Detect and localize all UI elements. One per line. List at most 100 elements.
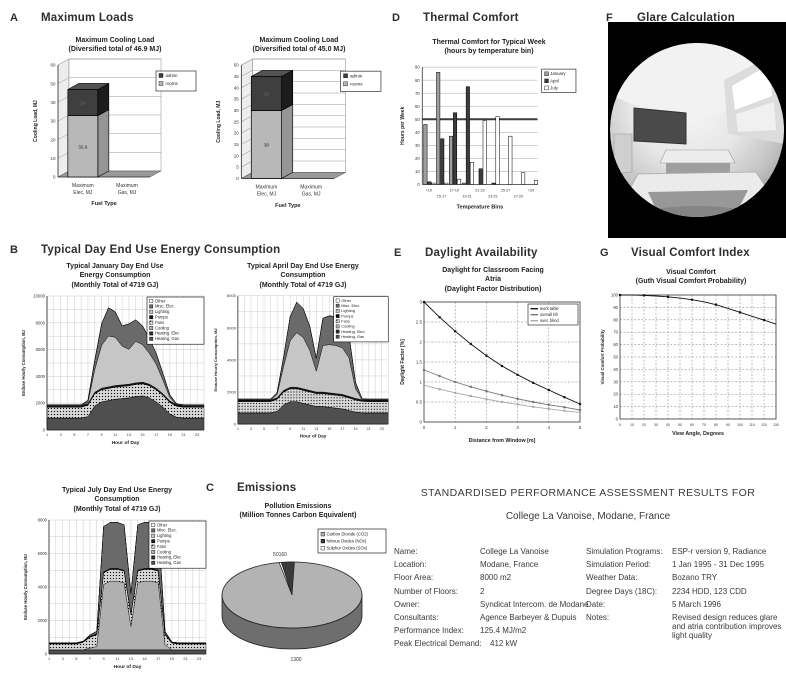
- svg-text:Cooling: Cooling: [341, 324, 354, 329]
- section-f-title: Glare Calculation: [637, 12, 735, 24]
- svg-text:15: 15: [142, 657, 146, 661]
- section-a-header: A Maximum Loads: [10, 12, 380, 24]
- svg-text:130: 130: [773, 423, 779, 427]
- svg-text:Lighting: Lighting: [341, 308, 355, 313]
- emissions-pie-chart: Pollution Emissions (Million Tonnes Carb…: [208, 502, 388, 673]
- svg-text:Carbon Dioxide (CO2): Carbon Dioxide (CO2): [327, 531, 369, 536]
- svg-text:5: 5: [73, 433, 75, 437]
- svg-text:6000: 6000: [227, 326, 237, 331]
- info-label: Consultants:: [394, 612, 439, 622]
- svg-text:19: 19: [354, 427, 358, 431]
- svg-text:1: 1: [454, 425, 457, 430]
- section-g-title: Visual Comfort Index: [631, 247, 750, 259]
- svg-text:0: 0: [236, 176, 239, 181]
- svg-text:9: 9: [289, 427, 291, 431]
- svg-text:23: 23: [195, 433, 199, 437]
- section-a-letter: A: [10, 12, 18, 24]
- svg-text:10000: 10000: [33, 294, 45, 299]
- info-label: Name:: [394, 547, 418, 556]
- svg-text:Lighting: Lighting: [157, 533, 172, 538]
- chart-subtitle: (Million Tonnes Carbon Equivalent): [239, 512, 357, 520]
- svg-text:9: 9: [101, 433, 103, 437]
- svg-text:0: 0: [619, 423, 621, 427]
- svg-text:Heating, Elec: Heating, Elec: [341, 329, 364, 334]
- chart-title: Typical July Day End Use Energy: [62, 487, 172, 494]
- info-label: Degree Days (18C):: [586, 586, 658, 596]
- svg-text:admin: admin: [350, 73, 363, 78]
- svg-text:0: 0: [45, 652, 48, 657]
- svg-text:Hour of Day: Hour of Day: [112, 440, 140, 446]
- section-d-letter: D: [392, 12, 400, 24]
- report-subtitle: College La Vanoise, Modane, France: [505, 511, 671, 522]
- svg-text:1: 1: [48, 657, 50, 661]
- info-label: Date:: [586, 599, 606, 609]
- chart-title: Typical April Day End Use Energy: [247, 263, 359, 270]
- svg-text:1: 1: [46, 433, 48, 437]
- chart-title: Pollution Emissions: [264, 503, 332, 510]
- chart-subtitle: (Diversified total of 46.9 MJ): [68, 46, 162, 54]
- svg-text:8000: 8000: [227, 293, 237, 298]
- svg-text:15: 15: [234, 142, 240, 147]
- classroom-back-table: [659, 149, 736, 164]
- svg-text:3: 3: [62, 657, 64, 661]
- svg-text:Cooling Load, MJ: Cooling Load, MJ: [33, 100, 39, 142]
- section-e-letter: E: [394, 247, 402, 259]
- chart-title: Daylight for Classroom Facing: [442, 267, 544, 274]
- svg-text:Enduse Hourly Consumption, MJ: Enduse Hourly Consumption, MJ: [21, 330, 26, 397]
- svg-text:19-21: 19-21: [462, 194, 471, 198]
- svg-text:15: 15: [264, 91, 270, 96]
- svg-text:Hour of Day: Hour of Day: [114, 664, 142, 670]
- svg-text:3: 3: [420, 300, 423, 305]
- info-value: Agence Barbeyer & Dupuis: [480, 612, 577, 622]
- section-g-header: G Visual Comfort Index: [600, 247, 784, 259]
- svg-text:Lighting: Lighting: [155, 309, 170, 314]
- chart-title: Visual Comfort: [666, 269, 716, 276]
- svg-text:90: 90: [726, 423, 730, 427]
- svg-text:Gas, MJ: Gas, MJ: [302, 192, 321, 198]
- svg-text:Cooling: Cooling: [155, 326, 170, 331]
- report-title: STANDARDISED PERFORMANCE ASSESSMENT RESU…: [420, 487, 756, 499]
- info-row: Date: 5 March 1996: [586, 600, 784, 609]
- svg-text:0: 0: [616, 416, 619, 421]
- svg-text:<15: <15: [426, 188, 432, 192]
- svg-text:60: 60: [415, 104, 420, 109]
- svg-text:20: 20: [415, 156, 420, 161]
- svg-text:Elec, MJ: Elec, MJ: [257, 192, 277, 198]
- section-e-title: Daylight Availability: [425, 247, 538, 259]
- svg-text:8000: 8000: [38, 518, 48, 523]
- building-info-column: Name: College La Vanoise Location: Modane,…: [394, 547, 589, 653]
- svg-text:0.5: 0.5: [416, 400, 423, 405]
- svg-text:Misc. Elec.: Misc. Elec.: [157, 528, 177, 533]
- max-cooling-load-elec-chart: Maximum Cooling Load (Diversified total …: [30, 36, 200, 219]
- thermal-comfort-chart: Thermal Comfort for Typical Week (hours …: [398, 38, 580, 227]
- svg-text:Other: Other: [157, 523, 168, 528]
- svg-text:work table: work table: [540, 306, 559, 311]
- svg-text:Maximum: Maximum: [116, 183, 138, 189]
- info-value: 2234 HDD, 123 CDD: [672, 586, 747, 596]
- svg-text:Daylight Factor [%]: Daylight Factor [%]: [400, 339, 406, 385]
- svg-text:0: 0: [234, 422, 237, 427]
- info-row: Owner: Syndicat Intercom. de Modane: [394, 600, 589, 609]
- info-row: Consultants: Agence Barbeyer & Dupuis: [394, 613, 589, 622]
- svg-text:80: 80: [613, 317, 618, 322]
- svg-text:120: 120: [761, 423, 767, 427]
- svg-text:Distance from Window [m]: Distance from Window [m]: [469, 438, 536, 444]
- svg-text:>29: >29: [528, 188, 534, 192]
- svg-text:Other: Other: [155, 299, 166, 304]
- svg-text:10: 10: [630, 423, 634, 427]
- section-b-letter: B: [10, 244, 18, 256]
- svg-text:4000: 4000: [36, 374, 46, 379]
- chart-subtitle: (Diversified total of 45.0 MJ): [252, 46, 346, 54]
- svg-text:rooms: rooms: [350, 81, 363, 86]
- section-g-letter: G: [600, 247, 609, 259]
- svg-text:Nitrous Oxides (NOx): Nitrous Oxides (NOx): [327, 538, 367, 543]
- svg-text:40: 40: [613, 367, 618, 372]
- svg-text:1.5: 1.5: [416, 360, 423, 365]
- info-value: 1 Jan 1995 - 31 Dec 1995: [672, 560, 765, 570]
- svg-text:Fans: Fans: [341, 319, 350, 324]
- info-row: Simulation Period: 1 Jan 1995 - 31 Dec 19…: [586, 560, 784, 569]
- svg-text:0: 0: [53, 174, 56, 179]
- svg-text:Cooling Load, MJ: Cooling Load, MJ: [216, 100, 222, 142]
